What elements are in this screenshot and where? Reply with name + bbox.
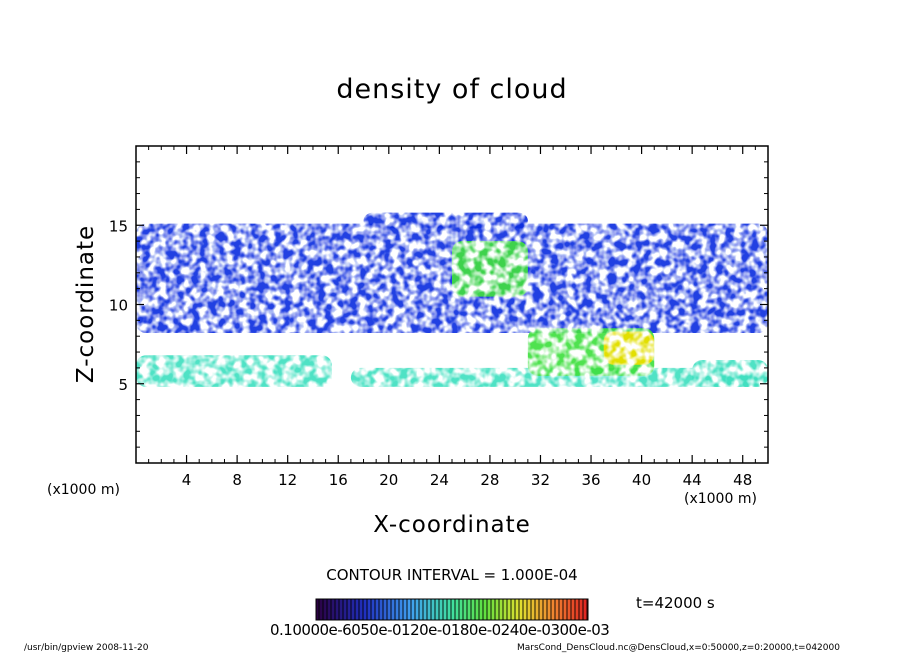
- x-tick-label: 8: [232, 471, 242, 489]
- cloud-field: [136, 212, 768, 387]
- x-tick-label: 32: [531, 471, 550, 489]
- footer-program-date: /usr/bin/gpview 2008-11-20: [24, 643, 149, 653]
- colorbar-frame: [315, 598, 589, 621]
- x-tick-label: 16: [329, 471, 348, 489]
- x-tick-label: 20: [379, 471, 398, 489]
- chart-title: density of cloud: [336, 74, 568, 105]
- x-axis-label: X-coordinate: [373, 512, 531, 538]
- x-unit-label: (x1000 m): [684, 491, 757, 507]
- x-tick-label: 4: [182, 471, 192, 489]
- cloud-region: [452, 241, 528, 297]
- y-tick-label: 15: [109, 217, 128, 235]
- x-tick-label: 36: [581, 471, 600, 489]
- x-axis: 4 8 12 16 20 24 28 32 36 40 44 48: [148, 146, 756, 489]
- cloud-region: [603, 331, 655, 365]
- cloud-region: [136, 355, 332, 387]
- cloud-region: [350, 367, 768, 387]
- colorbar-labels: 0.10000e-6050e-0120e-0180e-0240e-0300e-0…: [270, 621, 610, 639]
- y-unit-label: (x1000 m): [47, 482, 120, 498]
- contour-interval-label: CONTOUR INTERVAL = 1.000E-04: [326, 566, 578, 584]
- footer-source: MarsCond_DensCloud.nc@DensCloud,x=0:5000…: [517, 643, 840, 653]
- y-axis: 5 10 15: [109, 161, 768, 448]
- y-tick-label: 5: [118, 376, 128, 394]
- x-tick-label: 12: [278, 471, 297, 489]
- colorbar-contour-lines: [316, 599, 588, 620]
- x-tick-label: 48: [733, 471, 752, 489]
- x-tick-label: 44: [683, 471, 702, 489]
- time-label: t=42000 s: [636, 594, 715, 612]
- x-tick-label: 24: [430, 471, 449, 489]
- x-tick-label: 40: [632, 471, 651, 489]
- cloud-region: [363, 212, 528, 229]
- x-tick-label: 28: [480, 471, 499, 489]
- y-tick-label: 10: [109, 297, 128, 315]
- cloud-region: [692, 359, 768, 387]
- y-axis-label: Z-coordinate: [73, 224, 99, 384]
